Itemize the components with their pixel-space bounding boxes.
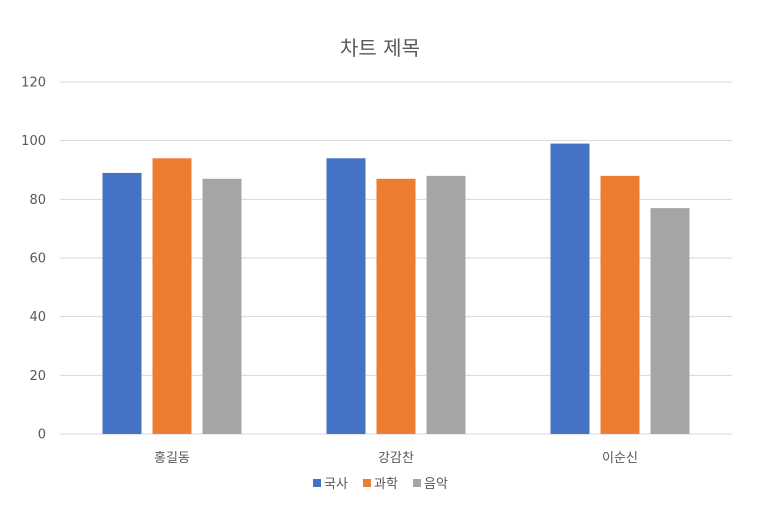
y-tick-label: 20 <box>29 369 46 384</box>
bar <box>376 178 416 434</box>
bar <box>102 172 142 434</box>
bar <box>152 158 192 434</box>
bar <box>600 175 640 434</box>
x-category-label: 강감찬 <box>378 451 414 466</box>
y-tick-label: 0 <box>38 428 46 443</box>
bar <box>550 143 590 434</box>
bar <box>326 158 366 434</box>
legend-label: 국사 <box>324 477 348 492</box>
y-tick-label: 120 <box>21 76 46 91</box>
y-tick-label: 100 <box>21 134 46 149</box>
legend: 국사 과학 음악 <box>313 477 448 492</box>
bar <box>426 175 466 434</box>
legend-label: 과학 <box>374 477 398 492</box>
bar <box>650 208 690 434</box>
chart-title: 차트 제목 <box>340 36 420 60</box>
legend-swatch <box>313 479 321 487</box>
x-category-label: 홍길동 <box>154 451 190 466</box>
x-axis-categories: 홍길동 강감찬 이순신 <box>154 451 638 466</box>
x-category-label: 이순신 <box>602 451 638 466</box>
y-tick-label: 80 <box>29 193 46 208</box>
bars <box>102 143 690 434</box>
y-tick-label: 40 <box>29 310 46 325</box>
y-tick-label: 60 <box>29 252 46 267</box>
y-axis-ticks: 0 20 40 60 80 100 120 <box>21 76 46 443</box>
bar <box>202 178 242 434</box>
legend-label: 음악 <box>424 477 448 492</box>
legend-swatch <box>363 479 371 487</box>
legend-swatch <box>413 479 421 487</box>
